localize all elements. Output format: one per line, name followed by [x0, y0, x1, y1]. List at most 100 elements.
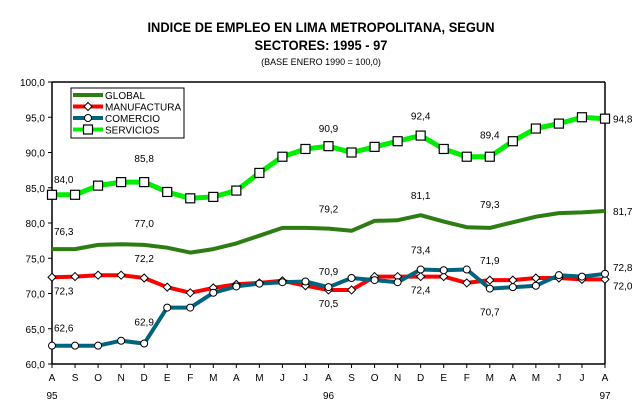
- data-point-servicios: [484, 151, 495, 162]
- data-point-manufactura: [47, 272, 57, 282]
- data-point-servicios: [92, 180, 104, 191]
- data-point-servicios: [369, 141, 380, 152]
- data-point-manufactura: [162, 282, 172, 292]
- legend-label: MANUFACTURA: [105, 103, 181, 114]
- data-point-servicios: [208, 191, 219, 203]
- data-label: 92,4: [411, 112, 431, 123]
- series-line-global: [52, 209, 606, 255]
- chart-title: INDICE DE EMPLEO EN LIMA METROPOLITANA, …: [147, 19, 495, 35]
- x-year-label: 95: [46, 391, 58, 402]
- data-point-servicios: [461, 151, 472, 162]
- data-point-comercio: [255, 279, 264, 288]
- data-point-comercio: [48, 341, 56, 350]
- data-point-comercio: [485, 284, 494, 293]
- legend-marker-comercio: [84, 114, 92, 122]
- series-lines: [51, 114, 606, 348]
- x-tick-label: D: [417, 373, 424, 384]
- data-point-servicios: [277, 151, 288, 162]
- x-tick-label: O: [94, 373, 102, 384]
- data-point-servicios: [553, 118, 565, 129]
- data-point-servicios: [254, 167, 265, 179]
- y-tick-label: 75,0: [26, 254, 46, 265]
- y-tick-label: 70,0: [26, 290, 46, 301]
- x-tick-label: A: [49, 373, 56, 384]
- x-tick-label: J: [280, 373, 285, 384]
- data-point-comercio: [554, 271, 563, 280]
- x-tick-label: E: [164, 373, 171, 384]
- data-label: 70,7: [480, 308, 500, 319]
- x-tick-label: E: [440, 373, 447, 384]
- data-point-comercio: [324, 283, 333, 292]
- data-label: 90,9: [319, 124, 339, 135]
- y-tick-label: 60,0: [26, 360, 46, 371]
- data-point-servicios: [231, 185, 242, 196]
- y-tick-label: 65,0: [26, 325, 46, 336]
- x-tick-label: O: [371, 373, 379, 384]
- data-point-servicios: [46, 189, 58, 200]
- data-point-comercio: [232, 282, 241, 291]
- series-markers: [46, 112, 611, 350]
- x-tick-label: A: [325, 373, 332, 384]
- data-point-servicios: [116, 177, 127, 188]
- data-point-comercio: [416, 265, 425, 274]
- data-point-servicios: [69, 189, 81, 200]
- data-point-comercio: [186, 303, 195, 312]
- data-point-comercio: [209, 288, 218, 297]
- x-tick-label: S: [72, 373, 79, 384]
- data-point-servicios: [530, 123, 541, 134]
- x-tick-label: M: [532, 373, 540, 384]
- data-point-servicios: [185, 193, 196, 204]
- data-label: 70,5: [319, 299, 339, 310]
- data-point-manufactura: [439, 271, 449, 282]
- data-label: 89,4: [480, 131, 500, 142]
- data-point-manufactura: [531, 273, 541, 283]
- y-tick-label: 90,0: [26, 149, 46, 160]
- legend-label: SERVICIOS: [105, 126, 160, 137]
- x-tick-label: F: [464, 373, 470, 384]
- x-tick-label: J: [303, 373, 308, 384]
- y-tick-label: 80,0: [26, 219, 46, 230]
- data-point-comercio: [531, 281, 540, 290]
- data-label: 72,3: [54, 286, 74, 297]
- data-label: 72,8: [613, 263, 633, 274]
- data-point-manufactura: [93, 270, 103, 280]
- x-tick-label: N: [394, 373, 401, 384]
- data-point-comercio: [301, 277, 310, 286]
- x-tick-label: N: [118, 373, 125, 384]
- x-tick-label: M: [209, 373, 217, 384]
- data-label: 73,4: [411, 246, 431, 257]
- data-point-comercio: [577, 272, 586, 281]
- data-label: 76,3: [54, 227, 74, 238]
- data-point-servicios: [392, 136, 403, 147]
- data-label: 71,9: [480, 256, 500, 267]
- data-label: 72,0: [613, 281, 633, 292]
- data-point-comercio: [462, 265, 471, 274]
- data-point-manufactura: [600, 274, 610, 285]
- legend-label: GLOBAL: [105, 91, 145, 102]
- data-label: 79,3: [480, 200, 500, 211]
- chart-subtitle: SECTORES: 1995 - 97: [254, 37, 388, 53]
- data-label: 85,8: [134, 154, 154, 165]
- data-label: 70,9: [319, 267, 339, 278]
- data-label: 84,0: [54, 175, 74, 186]
- x-tick-label: D: [141, 373, 148, 384]
- data-point-servicios: [346, 147, 357, 158]
- x-year-label: 97: [599, 391, 611, 402]
- data-point-manufactura: [116, 270, 126, 280]
- data-point-comercio: [71, 341, 80, 350]
- x-tick-label: S: [348, 373, 355, 384]
- data-label: 62,6: [54, 324, 74, 335]
- data-point-servicios: [139, 177, 150, 188]
- x-tick-label: F: [187, 373, 193, 384]
- legend-marker-servicios: [82, 124, 94, 135]
- data-point-servicios: [323, 141, 334, 152]
- x-tick-label: A: [233, 373, 240, 384]
- data-label: 72,2: [134, 254, 154, 265]
- data-point-comercio: [117, 336, 126, 345]
- data-point-manufactura: [415, 271, 426, 282]
- data-point-servicios: [507, 136, 518, 147]
- x-tick-label: M: [255, 373, 263, 384]
- data-point-servicios: [415, 130, 426, 141]
- data-point-comercio: [601, 269, 609, 278]
